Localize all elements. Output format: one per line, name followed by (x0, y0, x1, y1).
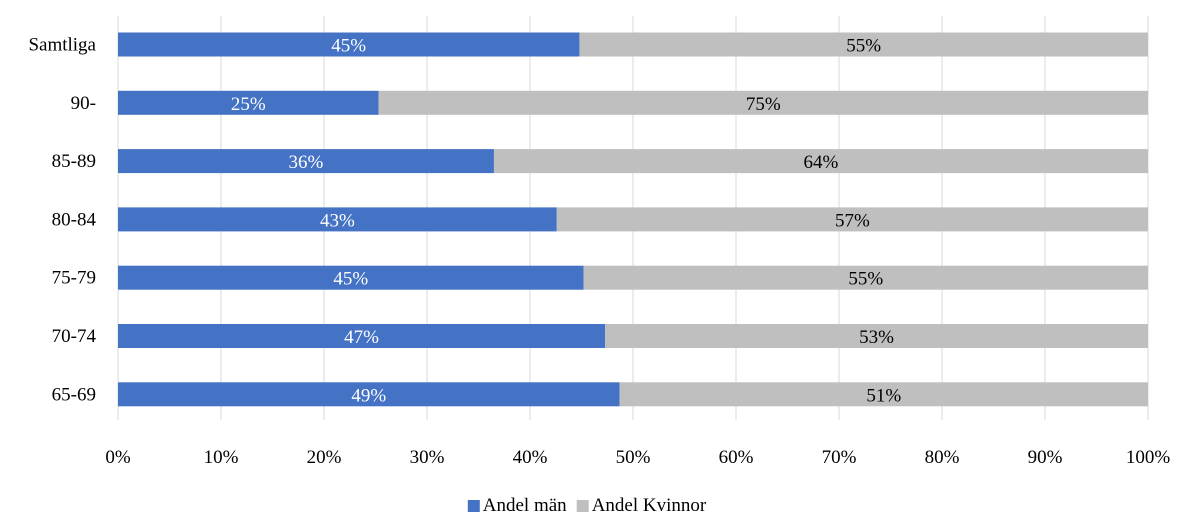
bars (118, 32, 1149, 407)
legend-swatch (576, 500, 589, 512)
data-label: 55% (848, 269, 883, 290)
data-label: 36% (289, 152, 324, 173)
y-axis: Samtliga 90- 85-89 80-84 75-79 70-74 65-69 (28, 35, 96, 406)
x-tick-label: 40% (513, 447, 548, 468)
x-tick-label: 80% (925, 447, 960, 468)
bar-men-5 (118, 324, 606, 348)
x-tick-label: 50% (616, 447, 651, 468)
y-tick-label: 85-89 (52, 151, 96, 172)
bar-men-0 (118, 32, 580, 57)
bar-men-4 (118, 265, 584, 290)
y-tick-label: 70-74 (52, 326, 97, 347)
data-label: 49% (351, 385, 386, 406)
x-tick-label: 90% (1028, 447, 1063, 468)
bar-men-6 (118, 382, 620, 407)
data-label: 75% (746, 94, 781, 115)
y-tick-label: 65-69 (52, 384, 96, 405)
x-tick-label: 10% (204, 447, 239, 468)
y-tick-label: Samtliga (28, 35, 96, 56)
x-tick-label: 60% (719, 447, 754, 468)
x-tick-label: 70% (822, 447, 857, 468)
bar-men-3 (118, 207, 557, 232)
data-label: 25% (231, 94, 266, 115)
bar-women-1 (378, 90, 1149, 115)
bar-women-0 (579, 32, 1148, 57)
data-label: 43% (320, 210, 355, 231)
legend-label: Andel män (483, 495, 567, 516)
y-tick-label: 80-84 (52, 209, 97, 230)
bar-women-3 (556, 207, 1148, 232)
legend-item-women: Andel Kvinnor (576, 495, 707, 516)
legend-item-men: Andel män (467, 495, 567, 516)
y-tick-label: 90- (71, 93, 96, 114)
x-axis: 0% 10% 20% 30% 40% 50% 60% 70% 80% 90% 100% (105, 447, 1170, 468)
data-label: 51% (866, 385, 901, 406)
x-tick-label: 30% (410, 447, 445, 468)
data-label: 47% (344, 327, 379, 348)
y-tick-label: 75-79 (52, 268, 96, 289)
legend-swatch (467, 500, 480, 512)
x-tick-label: 0% (105, 447, 131, 468)
data-label: 64% (804, 152, 839, 173)
data-label: 45% (333, 269, 368, 290)
bar-women-5 (605, 324, 1148, 348)
x-tick-label: 20% (307, 447, 342, 468)
bar-women-4 (583, 265, 1148, 290)
legend-label: Andel Kvinnor (592, 495, 707, 516)
data-label: 45% (331, 36, 366, 57)
data-label: 57% (835, 210, 870, 231)
data-labels: 45% 55% 25% 75% 36% 64% 43% 57% 45% 55% 47% 53% 49% 5… (231, 36, 902, 407)
legend: Andel män Andel Kvinnor (467, 495, 707, 516)
data-label: 53% (859, 327, 894, 348)
bar-women-6 (619, 382, 1148, 407)
x-tick-label: 100% (1126, 447, 1171, 468)
bar-women-2 (493, 149, 1148, 174)
bar-men-1 (118, 90, 379, 115)
data-label: 55% (846, 36, 881, 57)
bar-men-2 (118, 149, 494, 174)
